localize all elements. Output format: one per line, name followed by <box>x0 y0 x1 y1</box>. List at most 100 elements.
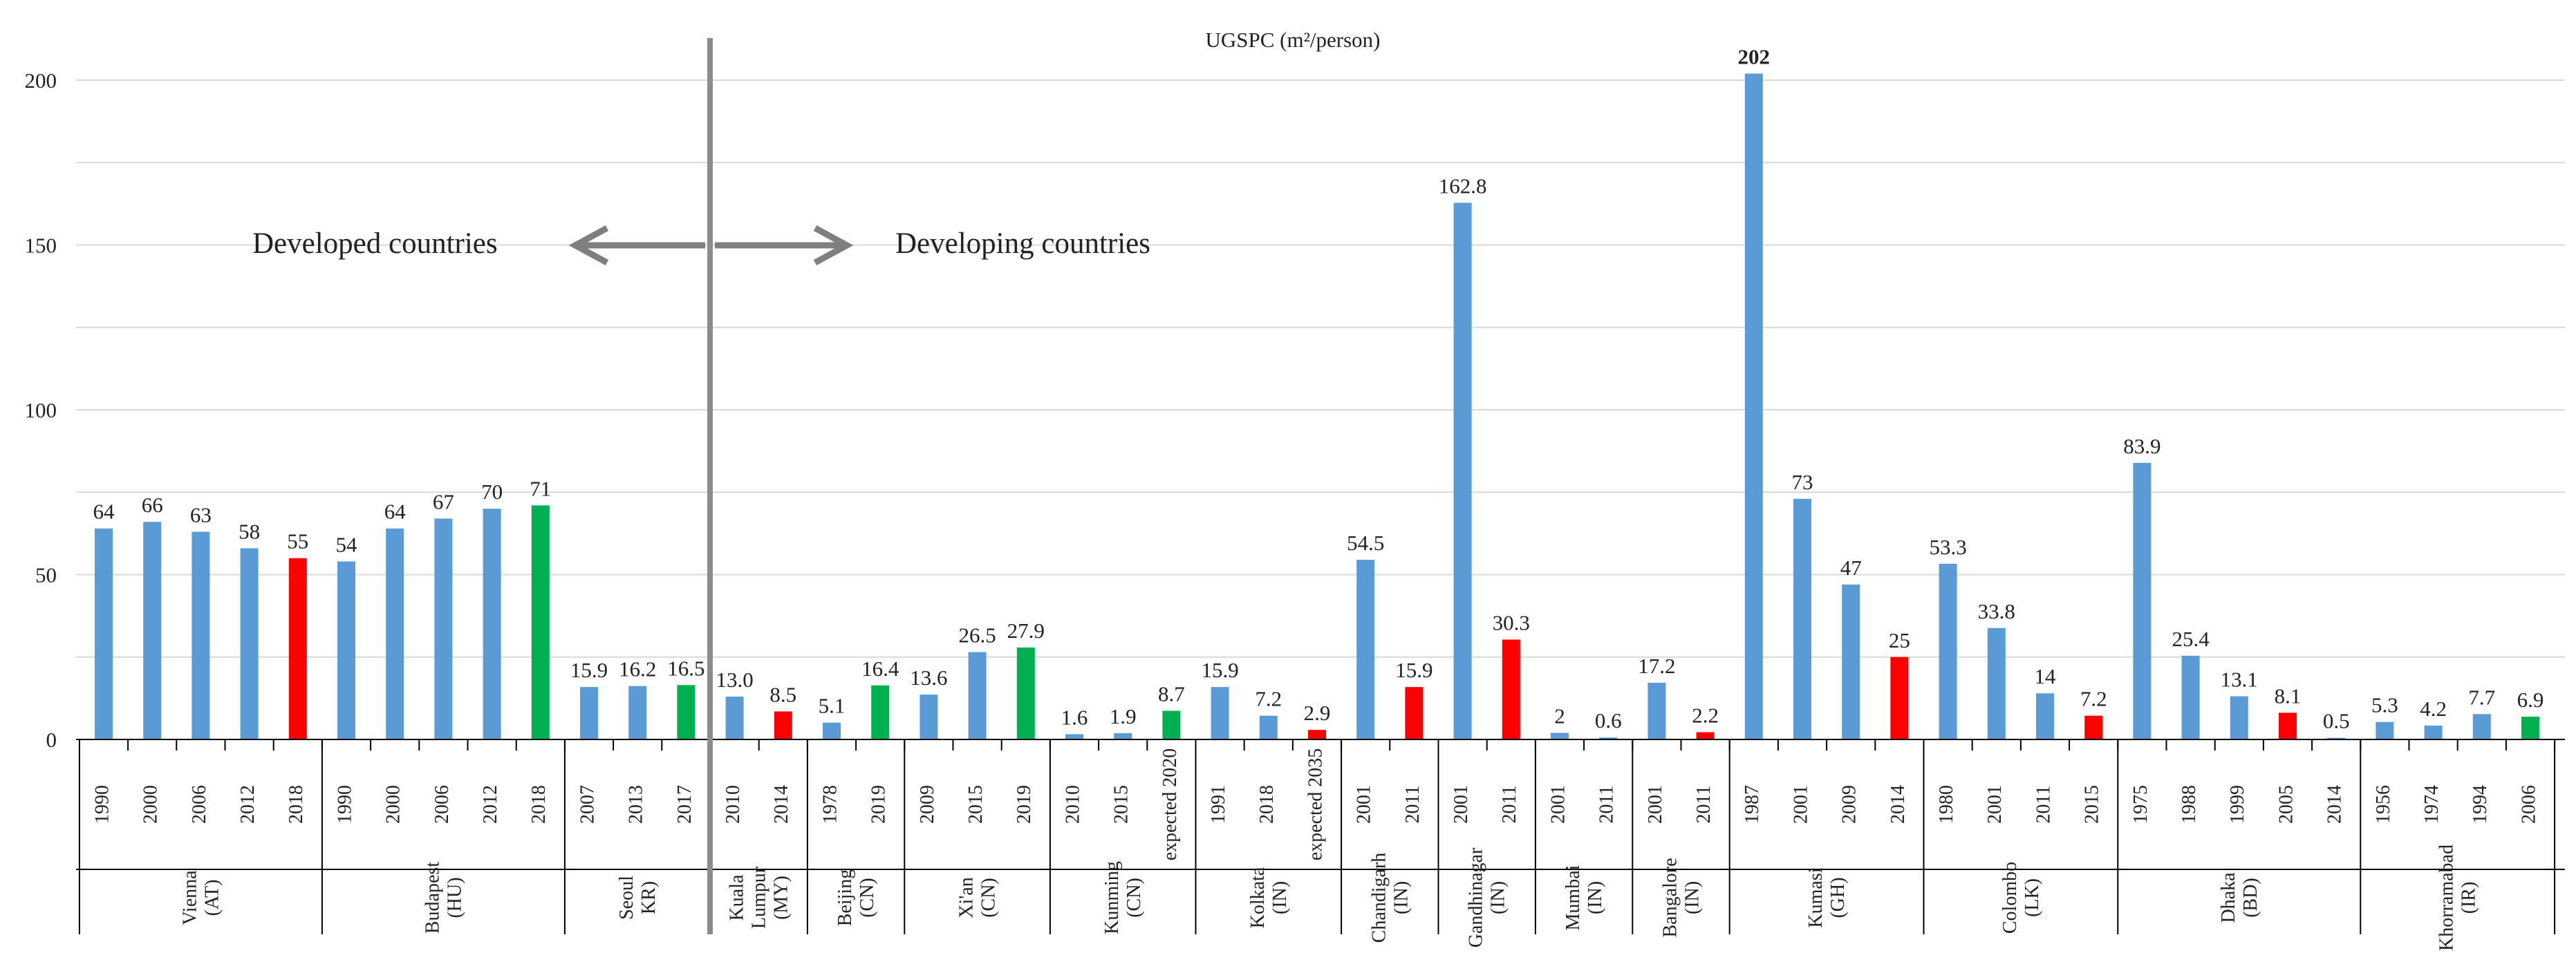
data-label: 7.2 <box>2080 687 2107 711</box>
data-label: 2.9 <box>1304 701 1331 725</box>
group-label-line: (IN) <box>1390 881 1412 914</box>
year-tick-label: 2001 <box>1984 785 2006 824</box>
bar <box>677 685 696 739</box>
year-tick-label: 2013 <box>626 785 647 824</box>
bar <box>192 531 210 739</box>
data-label: 1.9 <box>1110 704 1137 728</box>
year-tick-label: 2019 <box>1014 785 1035 824</box>
bar <box>1356 560 1375 739</box>
group-label-line: Kunming <box>1101 861 1123 934</box>
bar <box>1551 733 1569 739</box>
x-axis-table: 1990 2000 2006 2012 2018 Vienna(AT) 1990 2000 20… <box>76 739 2565 951</box>
group-label: SeoulKR) <box>616 876 660 920</box>
group-label-line: (BD) <box>2240 878 2261 918</box>
group-label: Chandigarh(IN) <box>1368 853 1412 943</box>
data-label: 71 <box>530 476 551 500</box>
bar <box>1162 710 1181 739</box>
left-arrow-icon <box>568 225 705 265</box>
group-label: Vienna(AT) <box>179 870 223 925</box>
data-label: 54 <box>336 532 358 556</box>
bar <box>1259 715 1278 739</box>
group-label-line: Bangalore <box>1660 858 1681 937</box>
bar <box>2472 714 2491 739</box>
developing-countries-label: Developing countries <box>895 227 1150 260</box>
data-label: 16.5 <box>667 656 704 680</box>
year-tick-label: 1975 <box>2130 785 2152 824</box>
group-label: Xi'an(CN) <box>956 877 1000 918</box>
year-tick-label: 1987 <box>1742 785 1763 824</box>
data-label: 47 <box>1840 556 1862 580</box>
year-tick-label: 1994 <box>2470 785 2491 824</box>
bar <box>1405 687 1424 739</box>
year-tick-label: 2015 <box>2082 785 2103 824</box>
year-tick-label: 2001 <box>1450 785 1472 824</box>
year-tick-label: 2014 <box>1887 785 1909 824</box>
group-label-line: (IN) <box>1269 881 1291 914</box>
year-tick-label: 1956 <box>2373 785 2394 824</box>
bar <box>1114 733 1132 739</box>
data-label: 83.9 <box>2123 434 2160 458</box>
year-tick-label: 2007 <box>577 785 598 824</box>
group-label: Khorramabad(IR) <box>2436 845 2480 951</box>
bar <box>2424 725 2443 739</box>
group-label-line: Chandigarh <box>1368 853 1390 943</box>
data-label: 5.3 <box>2371 693 2398 717</box>
data-label: 64 <box>93 500 115 524</box>
year-tick-label: 1978 <box>819 785 841 824</box>
bar <box>2376 721 2394 739</box>
bar <box>2181 655 2200 739</box>
year-tick-label: 1999 <box>2227 785 2248 824</box>
data-label: 17.2 <box>1638 654 1675 678</box>
year-tick-label: 1974 <box>2421 785 2443 824</box>
year-tick-label: 1990 <box>334 785 355 824</box>
data-label: 2.2 <box>1692 704 1719 728</box>
data-label: 7.2 <box>1255 687 1282 711</box>
data-label: 15.9 <box>1201 658 1238 682</box>
group-label-line: (IN) <box>1682 881 1704 914</box>
bar <box>1939 563 1957 739</box>
bar <box>386 528 404 739</box>
data-label: 0.6 <box>1595 708 1622 733</box>
data-label: 63 <box>190 502 212 527</box>
year-tick-label: 2000 <box>383 785 404 824</box>
data-label: 16.2 <box>619 657 656 681</box>
year-tick-label: 2018 <box>1256 785 1278 824</box>
data-label: 70 <box>481 480 503 504</box>
group-label: Bangalore(IN) <box>1660 858 1704 937</box>
group-label: Kunming(CN) <box>1101 861 1145 934</box>
group-label: Kolkata(IN) <box>1247 867 1291 928</box>
bar <box>2036 693 2054 739</box>
group-label: Budapest(HU) <box>422 862 465 934</box>
year-tick-label: 2006 <box>2518 785 2539 824</box>
data-label: 30.3 <box>1493 610 1530 634</box>
bar <box>1599 737 1618 739</box>
data-label: 8.7 <box>1158 682 1185 706</box>
group-label-line: Dhaka <box>2218 872 2239 923</box>
bar <box>288 558 307 739</box>
year-tick-label: 2014 <box>2324 785 2346 824</box>
year-tick-label: 2012 <box>480 785 501 824</box>
bar <box>774 711 792 739</box>
data-label: 54.5 <box>1347 531 1384 555</box>
year-tick-label: 2010 <box>1062 785 1083 824</box>
group-label-line: Kumasi <box>1805 867 1827 927</box>
data-label: 27.9 <box>1007 619 1045 643</box>
data-label: 15.9 <box>570 658 608 682</box>
year-tick-label: 1990 <box>91 785 113 824</box>
year-tick-label: 1991 <box>1208 785 1229 824</box>
group-label-line: (IR) <box>2458 882 2480 914</box>
group-label-line: (GH) <box>1827 877 1849 918</box>
bar <box>240 548 259 739</box>
data-labels: 64 66 63 58 55 54 64 67 70 71 15.9 16.2 16.5 13.0 8.5 5… <box>93 44 2544 733</box>
group-label-line: Beijing <box>834 869 856 926</box>
bar <box>1890 657 1909 739</box>
group-label-line: (HU) <box>444 877 465 918</box>
year-tick-label: 2011 <box>1693 786 1715 824</box>
data-label: 15.9 <box>1395 658 1432 682</box>
year-tick-label: 2001 <box>1790 785 1811 824</box>
data-label: 53.3 <box>1929 535 1966 559</box>
group-label-line: (AT) <box>201 880 223 916</box>
group-label-line: (IN) <box>1585 881 1606 914</box>
group-label: Mumbai(IN) <box>1562 865 1606 930</box>
